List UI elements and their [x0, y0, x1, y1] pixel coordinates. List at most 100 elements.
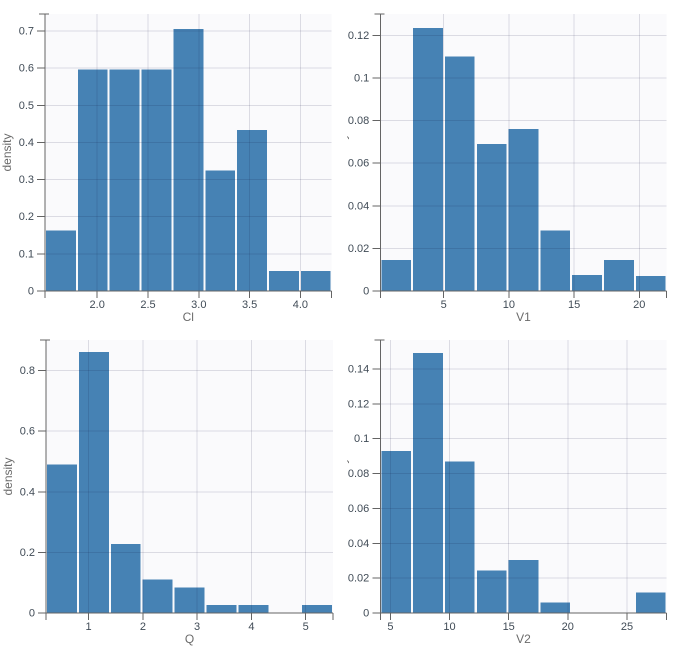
y-tick-label: 0.6 [20, 426, 35, 438]
x-tick-label: 1 [86, 621, 92, 633]
y-tick-label: 0.6 [19, 63, 34, 75]
y-tick-label: 0.14 [348, 363, 369, 375]
histogram-bar [46, 230, 76, 291]
x-tick-label: 4.0 [293, 299, 308, 311]
histogram-bar [540, 602, 571, 613]
tick-labels: 5 10 15 20 25 0 0.02 0.04 0.06 0.08 0.1 0.12 0.14 [348, 363, 633, 633]
histogram-bar [141, 69, 172, 291]
tick-labels: 2.0 2.5 3.0 3.5 4.0 0 0.1 0.2 0.3 0.4 0.5 0.6 0.7 [19, 26, 308, 311]
histogram-bar [381, 450, 412, 613]
y-tick-label: 0.08 [348, 115, 369, 127]
x-tick-label: 5 [441, 299, 447, 311]
y-tick-label: 0.8 [20, 365, 35, 377]
histogram-bar [572, 275, 602, 291]
y-tick-label: 0.5 [19, 100, 34, 112]
x-tick-label: 2 [140, 621, 146, 633]
tick-labels: 1 2 3 4 5 0 0.2 0.4 0.6 0.8 [20, 365, 309, 633]
bars [46, 29, 331, 291]
histogram-bar [173, 29, 204, 291]
x-tick-label: 20 [562, 621, 574, 633]
histogram-bar [444, 56, 475, 291]
gridlines [45, 14, 332, 291]
histogram-cl: 2.0 2.5 3.0 3.5 4.0 0 0.1 0.2 0.3 0.4 0.5 0.6 0.7 Cl d… [0, 13, 333, 324]
tick-labels: 5 10 15 20 0 0.02 0.04 0.06 0.08 0.1 0.12 [348, 30, 646, 311]
bars [381, 27, 666, 292]
x-tick-label: 2.5 [140, 299, 155, 311]
histogram-bar [604, 260, 634, 291]
y-tick-label: 0 [363, 608, 369, 620]
y-tick-label: 0.2 [20, 547, 35, 559]
histogram-bar [540, 230, 571, 291]
histogram-bar [381, 260, 412, 291]
histogram-bar [508, 559, 539, 613]
histogram-bar [78, 351, 109, 613]
x-tick-label: 10 [503, 299, 515, 311]
histogram-bar [77, 69, 108, 291]
x-axis-title: Q [185, 632, 194, 646]
histogram-bar [444, 461, 475, 613]
y-tick-label: 0.2 [19, 211, 34, 223]
histogram-bar [413, 353, 443, 613]
x-axis-title: V1 [516, 310, 531, 324]
y-tick-label: 0.1 [354, 433, 369, 445]
x-tick-label: 5 [387, 621, 393, 633]
y-tick-label: 0.06 [348, 158, 369, 170]
y-tick-label: 0.7 [19, 26, 34, 38]
y-tick-label: 0.3 [19, 174, 34, 186]
y-tick-label: 0.12 [348, 30, 369, 42]
histogram-bar [142, 579, 173, 613]
gridlines [46, 340, 333, 613]
histogram-bar [206, 604, 237, 613]
histogram-bar [238, 604, 269, 613]
histogram-bar [237, 129, 267, 291]
y-tick-label: 0.12 [348, 398, 369, 410]
y-tick-label: 0 [363, 286, 369, 298]
y-tick-label: 0.4 [20, 486, 35, 498]
histogram-v2: 5 10 15 20 25 0 0.02 0.04 0.06 0.08 0.1 0.12 0.14 V2 d… [347, 339, 668, 646]
x-axis-title: Cl [183, 310, 194, 324]
x-tick-label: 15 [568, 299, 580, 311]
histogram-bar [476, 570, 507, 613]
y-tick-label: 0.1 [19, 248, 34, 260]
gridlines [380, 14, 667, 291]
bars [381, 353, 666, 613]
y-axis-title: density [1, 457, 15, 495]
x-tick-label: 20 [633, 299, 645, 311]
histogram-bar [508, 129, 539, 291]
histogram-bar [109, 69, 140, 291]
x-tick-label: 4 [248, 621, 254, 633]
x-tick-label: 3 [194, 621, 200, 633]
histogram-v1: 5 10 15 20 0 0.02 0.04 0.06 0.08 0.1 0.12 V1 density [347, 13, 668, 324]
histogram-bar [635, 592, 666, 613]
y-tick-label: 0.4 [19, 137, 34, 149]
histogram-bar [110, 543, 141, 613]
y-tick-label: 0.04 [348, 538, 369, 550]
y-tick-label: 0.1 [354, 72, 369, 84]
axes [37, 13, 333, 298]
x-tick-label: 25 [621, 621, 633, 633]
y-tick-label: 0.02 [348, 243, 369, 255]
y-axis-title: density [347, 133, 349, 171]
histogram-bar [302, 604, 332, 613]
histogram-bar [300, 270, 331, 291]
x-tick-label: 3.0 [191, 299, 206, 311]
histogram-bar [635, 276, 666, 291]
y-tick-label: 0.06 [348, 503, 369, 515]
histogram-bar [47, 464, 77, 613]
y-tick-label: 0.08 [348, 468, 369, 480]
histogram-bar [476, 144, 507, 291]
y-axis-title: density [0, 133, 14, 171]
histogram-bar [174, 587, 205, 613]
histogram-bar [413, 27, 443, 292]
y-tick-label: 0 [29, 608, 35, 620]
y-tick-label: 0 [28, 286, 34, 298]
axes [372, 13, 668, 298]
x-tick-label: 2.0 [90, 299, 105, 311]
bars [47, 351, 332, 613]
axes [372, 339, 668, 620]
y-tick-label: 0.02 [348, 573, 369, 585]
gridlines [380, 340, 667, 613]
histogram-bar [269, 270, 299, 291]
y-axis-title: density [347, 457, 349, 495]
